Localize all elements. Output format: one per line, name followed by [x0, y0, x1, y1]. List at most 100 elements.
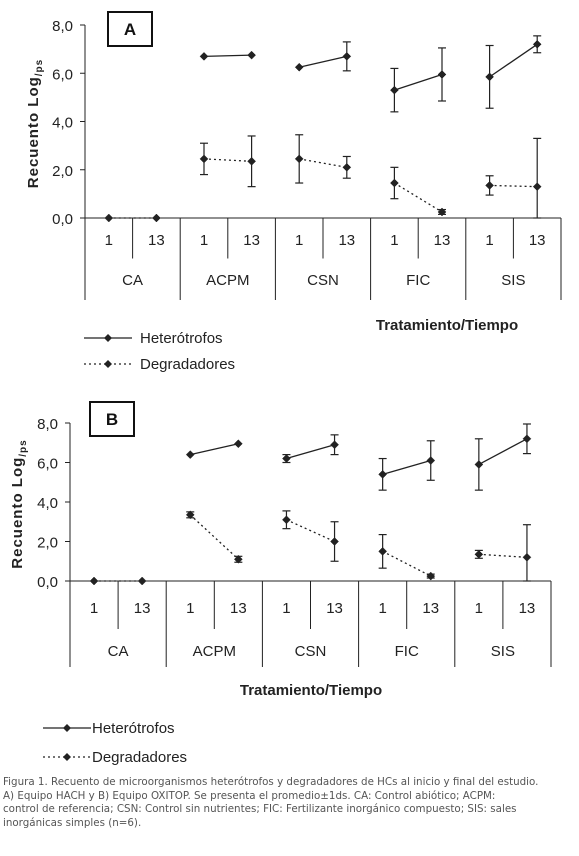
x-group-label: FIC — [395, 643, 419, 660]
data-point-diamond — [342, 162, 352, 172]
caption-line-3: control de referencia; CSN: Control sin … — [3, 803, 517, 816]
legend-label: Heterótrofos — [140, 330, 223, 347]
data-point-diamond — [185, 450, 195, 459]
chart-panel-b: 0,0 2,0 4,0 6,0 8,0 Recuento Log/ps 1 13 CA 1 13 AC… — [9, 401, 552, 766]
x-group-label: CA — [108, 643, 129, 660]
data-point-diamond — [294, 154, 304, 164]
data-point-diamond — [282, 454, 291, 463]
x-tick-label: 13 — [243, 232, 260, 249]
data-point-diamond — [282, 515, 291, 525]
series-line-segment — [382, 459, 431, 475]
y-tick-label: 6,0 — [52, 66, 73, 83]
y-tick-label: 4,0 — [37, 495, 58, 512]
x-group-label: FIC — [406, 272, 430, 289]
series-line-segment — [286, 519, 335, 543]
series-line-segment — [489, 184, 538, 188]
x-tick-label: 1 — [186, 600, 194, 617]
x-tick-label: 13 — [529, 232, 546, 249]
series-line-segment — [478, 438, 528, 466]
data-point-diamond — [137, 576, 147, 586]
x-tick-label: 13 — [326, 600, 343, 617]
data-point-diamond — [426, 571, 436, 581]
data-point-diamond — [378, 547, 388, 556]
series-line-segment — [394, 73, 443, 91]
data-point-diamond — [437, 207, 447, 217]
y-axis-label-subscript: /ps — [34, 59, 45, 76]
x-tick-label: 13 — [338, 232, 355, 249]
y-axis-label-main: Recuento Log — [25, 76, 42, 188]
series-line-segment — [203, 158, 252, 162]
data-point-diamond — [199, 52, 209, 61]
x-tick-label: 13 — [134, 600, 151, 617]
x-tick-label: 13 — [434, 232, 451, 249]
x-tick-label: 1 — [295, 232, 303, 249]
x-tick-label: 1 — [390, 232, 398, 249]
x-tick-label: 1 — [200, 232, 208, 249]
data-point-diamond — [426, 456, 436, 465]
data-point-diamond — [330, 537, 339, 546]
series-degradadores — [89, 510, 532, 586]
panel-label: A — [124, 20, 136, 39]
legend-label: Degradadores — [140, 356, 235, 373]
x-tick-label: 1 — [485, 232, 493, 249]
series-line-segment — [286, 444, 335, 460]
x-group-label: CSN — [307, 272, 339, 289]
x-tick-label: 1 — [378, 600, 386, 617]
legend-item-degradadores: Degradadores — [84, 356, 235, 373]
data-point-diamond — [485, 181, 494, 190]
legend-marker-diamond — [63, 724, 71, 732]
legend-marker-diamond — [63, 753, 71, 761]
x-group-label: ACPM — [193, 643, 236, 660]
x-group-label: SIS — [491, 643, 515, 660]
y-tick-label: 8,0 — [37, 416, 58, 433]
series-line-segment — [394, 182, 443, 213]
data-point-diamond — [247, 50, 256, 60]
data-point-diamond — [522, 434, 532, 444]
legend-label: Degradadores — [92, 749, 187, 766]
y-tick-label: 0,0 — [37, 574, 58, 591]
data-point-diamond — [330, 440, 339, 450]
series-line-segment — [189, 514, 239, 560]
data-point-diamond — [185, 510, 195, 520]
data-point-diamond — [390, 85, 399, 95]
y-tick-label: 0,0 — [52, 211, 73, 228]
data-point-diamond — [233, 554, 243, 564]
panel-label-box — [89, 401, 135, 437]
series-line-segment — [299, 55, 347, 68]
x-tick-label: 1 — [282, 600, 290, 617]
series-heterotrofos — [199, 35, 542, 113]
y-axis-label-subscript: /ps — [18, 439, 29, 456]
x-tick-label: 13 — [230, 600, 247, 617]
data-point-diamond — [390, 178, 399, 188]
x-tick-label: 1 — [105, 232, 113, 249]
data-point-diamond — [485, 72, 494, 82]
y-axis-label: Recuento Log/ps — [9, 439, 29, 568]
panel-label: B — [106, 410, 118, 429]
data-point-diamond — [233, 439, 243, 449]
caption-line-4: inorgánicas simples (n=6). — [3, 816, 142, 829]
legend-marker-diamond — [104, 360, 112, 368]
legend-item-heterotrofos: Heterótrofos — [84, 330, 223, 347]
x-tick-label: 1 — [475, 600, 483, 617]
data-point-diamond — [199, 154, 209, 164]
y-tick-label: 8,0 — [52, 18, 73, 35]
series-heterotrofos — [185, 423, 532, 491]
series-line-segment — [190, 443, 239, 456]
x-tick-label: 13 — [148, 232, 165, 249]
panel-label-box — [107, 11, 153, 47]
data-point-diamond — [152, 213, 161, 223]
series-degradadores — [104, 134, 542, 223]
y-tick-label: 6,0 — [37, 456, 58, 473]
series-line-segment — [299, 158, 347, 168]
x-group-label: SIS — [501, 272, 525, 289]
data-point-diamond — [342, 52, 352, 61]
data-point-diamond — [89, 576, 99, 586]
data-point-diamond — [247, 156, 256, 166]
x-axis-label: Tratamiento/Tiempo — [376, 317, 518, 334]
y-tick-label: 2,0 — [52, 163, 73, 180]
x-group-label: CA — [122, 272, 143, 289]
caption-line-2: A) Equipo HACH y B) Equipo OXITOP. Se pr… — [3, 789, 496, 802]
series-line-segment — [478, 553, 527, 558]
series-line-segment — [203, 54, 252, 58]
